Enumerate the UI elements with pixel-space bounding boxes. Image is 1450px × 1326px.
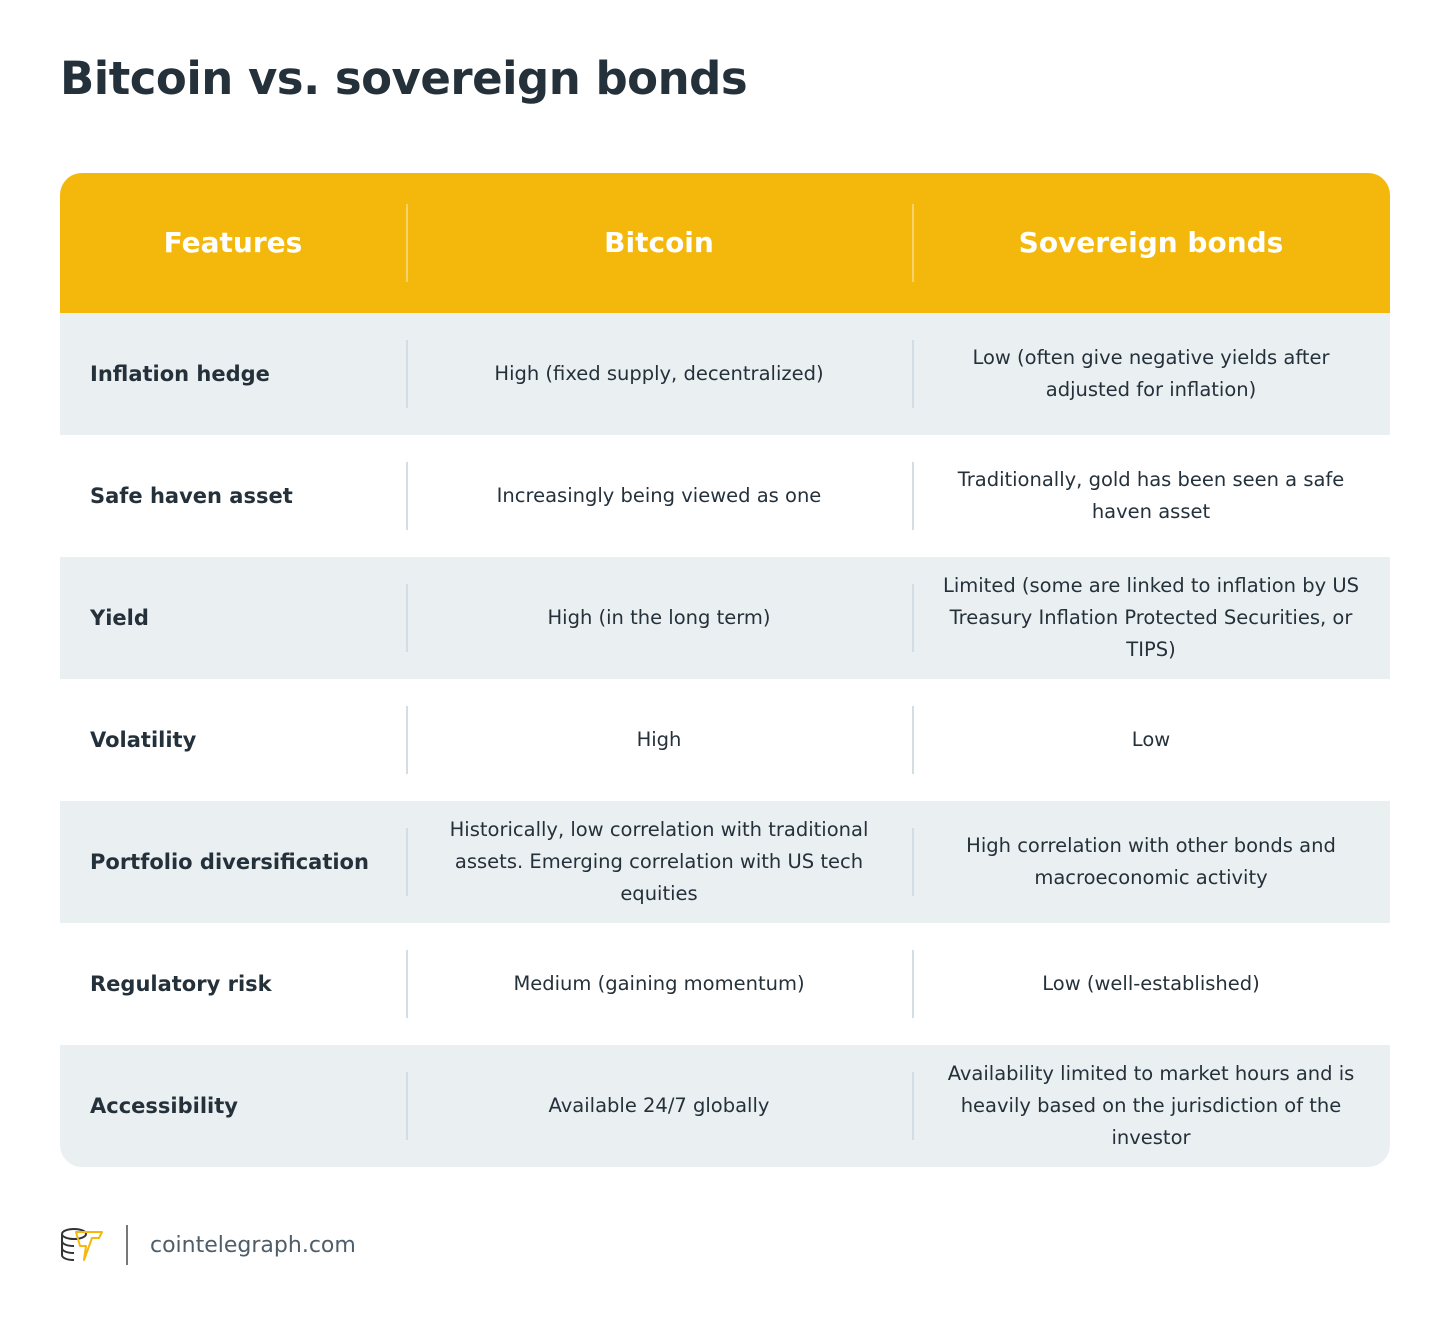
feature-cell: Inflation hedge: [90, 362, 270, 386]
footer-divider: [126, 1225, 128, 1265]
table-row: Accessibility Available 24/7 globally Avai…: [60, 1045, 1390, 1167]
bonds-cell: Low: [912, 679, 1390, 801]
feature-cell: Yield: [90, 606, 149, 630]
bonds-cell: Low (well-established): [912, 923, 1390, 1045]
bitcoin-cell: High (in the long term): [406, 557, 912, 679]
header-sovereign-bonds: Sovereign bonds: [912, 173, 1390, 313]
feature-cell: Volatility: [90, 728, 197, 752]
cointelegraph-logo-icon: [61, 1228, 103, 1261]
bitcoin-cell: Increasingly being viewed as one: [406, 435, 912, 557]
footer: cointelegraph.com: [60, 1224, 356, 1266]
bitcoin-cell: High (fixed supply, decentralized): [406, 313, 912, 435]
feature-cell: Regulatory risk: [90, 972, 272, 996]
bonds-cell: Limited (some are linked to inflation by…: [912, 557, 1390, 679]
table-row: Regulatory risk Medium (gaining momentum)…: [60, 923, 1390, 1045]
bonds-cell: High correlation with other bonds and ma…: [912, 801, 1390, 923]
table-row: Portfolio diversification Historically, l…: [60, 801, 1390, 923]
feature-cell: Safe haven asset: [90, 484, 293, 508]
bitcoin-cell: Available 24/7 globally: [406, 1045, 912, 1167]
table-header-row: Features Bitcoin Sovereign bonds: [60, 173, 1390, 313]
bonds-cell: Traditionally, gold has been seen a safe…: [912, 435, 1390, 557]
bonds-cell: Low (often give negative yields after ad…: [912, 313, 1390, 435]
table-row: Volatility High Low: [60, 679, 1390, 801]
comparison-table: Features Bitcoin Sovereign bonds Inflati…: [60, 173, 1390, 1167]
page-title: Bitcoin vs. sovereign bonds: [60, 52, 748, 105]
header-bitcoin: Bitcoin: [406, 173, 912, 313]
bitcoin-cell: Historically, low correlation with tradi…: [406, 801, 912, 923]
table-row: Yield High (in the long term) Limited (som…: [60, 557, 1390, 679]
bitcoin-cell: High: [406, 679, 912, 801]
bonds-cell: Availability limited to market hours and…: [912, 1045, 1390, 1167]
site-name: cointelegraph.com: [150, 1232, 356, 1258]
feature-cell: Accessibility: [90, 1094, 238, 1118]
feature-cell: Portfolio diversification: [90, 850, 369, 874]
bitcoin-cell: Medium (gaining momentum): [406, 923, 912, 1045]
header-features: Features: [163, 226, 303, 259]
table-row: Safe haven asset Increasingly being viewe…: [60, 435, 1390, 557]
table-row: Inflation hedge High (fixed supply, decen…: [60, 313, 1390, 435]
